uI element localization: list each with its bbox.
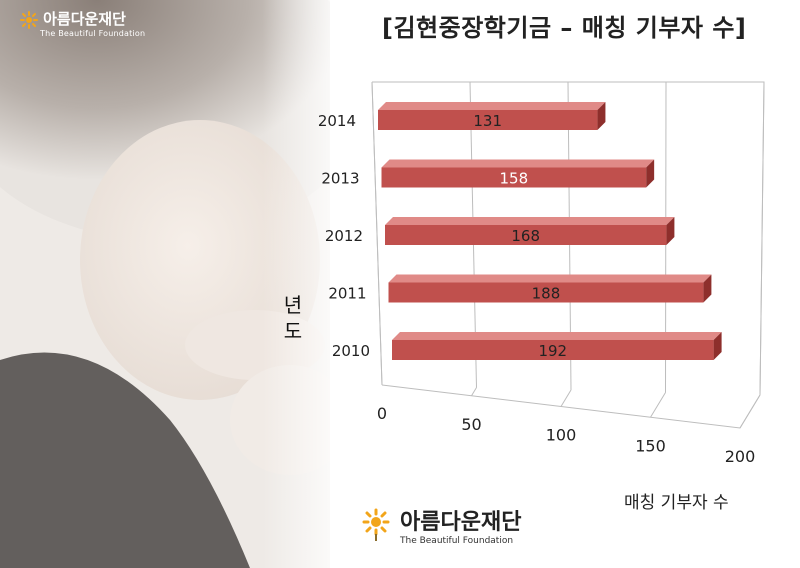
y-tick-label: 2014: [318, 112, 356, 130]
y-tick-label: 2010: [332, 342, 370, 360]
x-tick-label: 50: [461, 415, 481, 434]
plot-floor: [381, 384, 761, 429]
data-label: 168: [511, 227, 540, 245]
data-label: 188: [532, 285, 561, 303]
bar-top-face: [385, 217, 675, 225]
x-gridline-floor: [739, 394, 761, 429]
x-gridline-floor: [560, 389, 572, 407]
bar-top-face: [388, 274, 712, 283]
x-gridline: [759, 81, 765, 396]
x-tick-label: 0: [377, 404, 387, 423]
x-gridline-floor: [471, 387, 477, 397]
logo-top-sub: The Beautiful Foundation: [40, 29, 146, 38]
bar: [378, 110, 598, 130]
bar-side-face: [703, 274, 712, 303]
bar-side-face: [597, 102, 606, 130]
logo-top: 아름다운재단 The Beautiful Foundation: [20, 8, 145, 38]
bar-side-face: [713, 332, 722, 360]
bar-side-face: [666, 217, 675, 245]
y-tick-label: 2011: [328, 285, 366, 303]
data-label: 131: [473, 112, 502, 130]
x-tick-label: 100: [546, 426, 577, 445]
bar-top-face: [392, 332, 722, 340]
chart-title: [김현중장학기금 – 매칭 기부자 수]: [382, 14, 747, 42]
logo-bottom-name: 아름다운재단: [400, 510, 522, 535]
x-axis-label: 매칭 기부자 수: [624, 493, 729, 513]
sun-flower-icon: [20, 10, 38, 29]
y-tick-label: 2012: [325, 227, 363, 245]
y-tick-label: 2013: [321, 170, 359, 188]
sun-flower-icon: [362, 508, 390, 541]
bar-side-face: [646, 159, 655, 188]
bar-top-face: [378, 102, 606, 110]
logo-top-name: 아름다운재단: [43, 10, 126, 28]
bar: [381, 167, 647, 188]
logo-bottom: 아름다운재단 The Beautiful Foundation: [358, 504, 521, 546]
x-gridline: [371, 81, 383, 386]
x-tick-label: 200: [725, 447, 756, 466]
x-tick-label: 150: [635, 436, 666, 455]
y-axis-label-char: 년: [283, 293, 303, 317]
bar: [385, 225, 667, 245]
bar: [392, 340, 714, 360]
logo-bottom-sub: The Beautiful Foundation: [400, 536, 514, 546]
data-label: 192: [538, 342, 567, 360]
x-gridline-floor: [650, 392, 666, 418]
bar-top-face: [381, 159, 655, 168]
y-axis-label-char: 도: [283, 319, 303, 343]
bar: [388, 282, 704, 303]
y-axis-label: 년 도: [280, 292, 306, 344]
data-label: 158: [500, 170, 529, 188]
